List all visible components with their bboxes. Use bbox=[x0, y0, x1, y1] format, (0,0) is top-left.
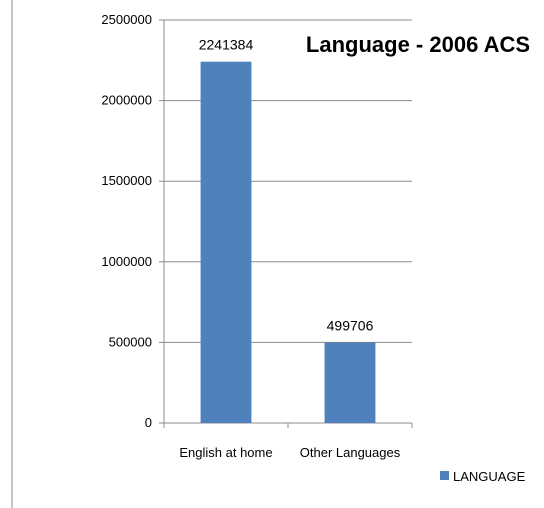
data-labels: 2241384 499706 bbox=[199, 37, 374, 334]
x-tick-label: English at home bbox=[179, 445, 272, 460]
legend: LANGUAGE bbox=[440, 469, 526, 484]
y-tick-label: 0 bbox=[145, 415, 152, 430]
y-tick-label: 1500000 bbox=[101, 173, 152, 188]
chart-title: Language - 2006 ACS bbox=[306, 32, 530, 57]
data-label: 499706 bbox=[327, 317, 374, 333]
legend-swatch bbox=[440, 471, 449, 480]
y-tick-label: 2500000 bbox=[101, 12, 152, 27]
bars bbox=[200, 61, 376, 423]
y-tick-labels: 0 500000 1000000 1500000 2000000 2500000 bbox=[101, 12, 152, 430]
y-tick-label: 1000000 bbox=[101, 254, 152, 269]
x-tick-label: Other Languages bbox=[300, 445, 401, 460]
y-tick-label: 500000 bbox=[109, 334, 152, 349]
data-label: 2241384 bbox=[199, 37, 254, 53]
legend-label: LANGUAGE bbox=[453, 469, 526, 484]
y-tick-label: 2000000 bbox=[101, 93, 152, 108]
bar bbox=[324, 342, 376, 423]
bar bbox=[200, 61, 252, 423]
x-tick-labels: English at home Other Languages bbox=[179, 445, 400, 460]
